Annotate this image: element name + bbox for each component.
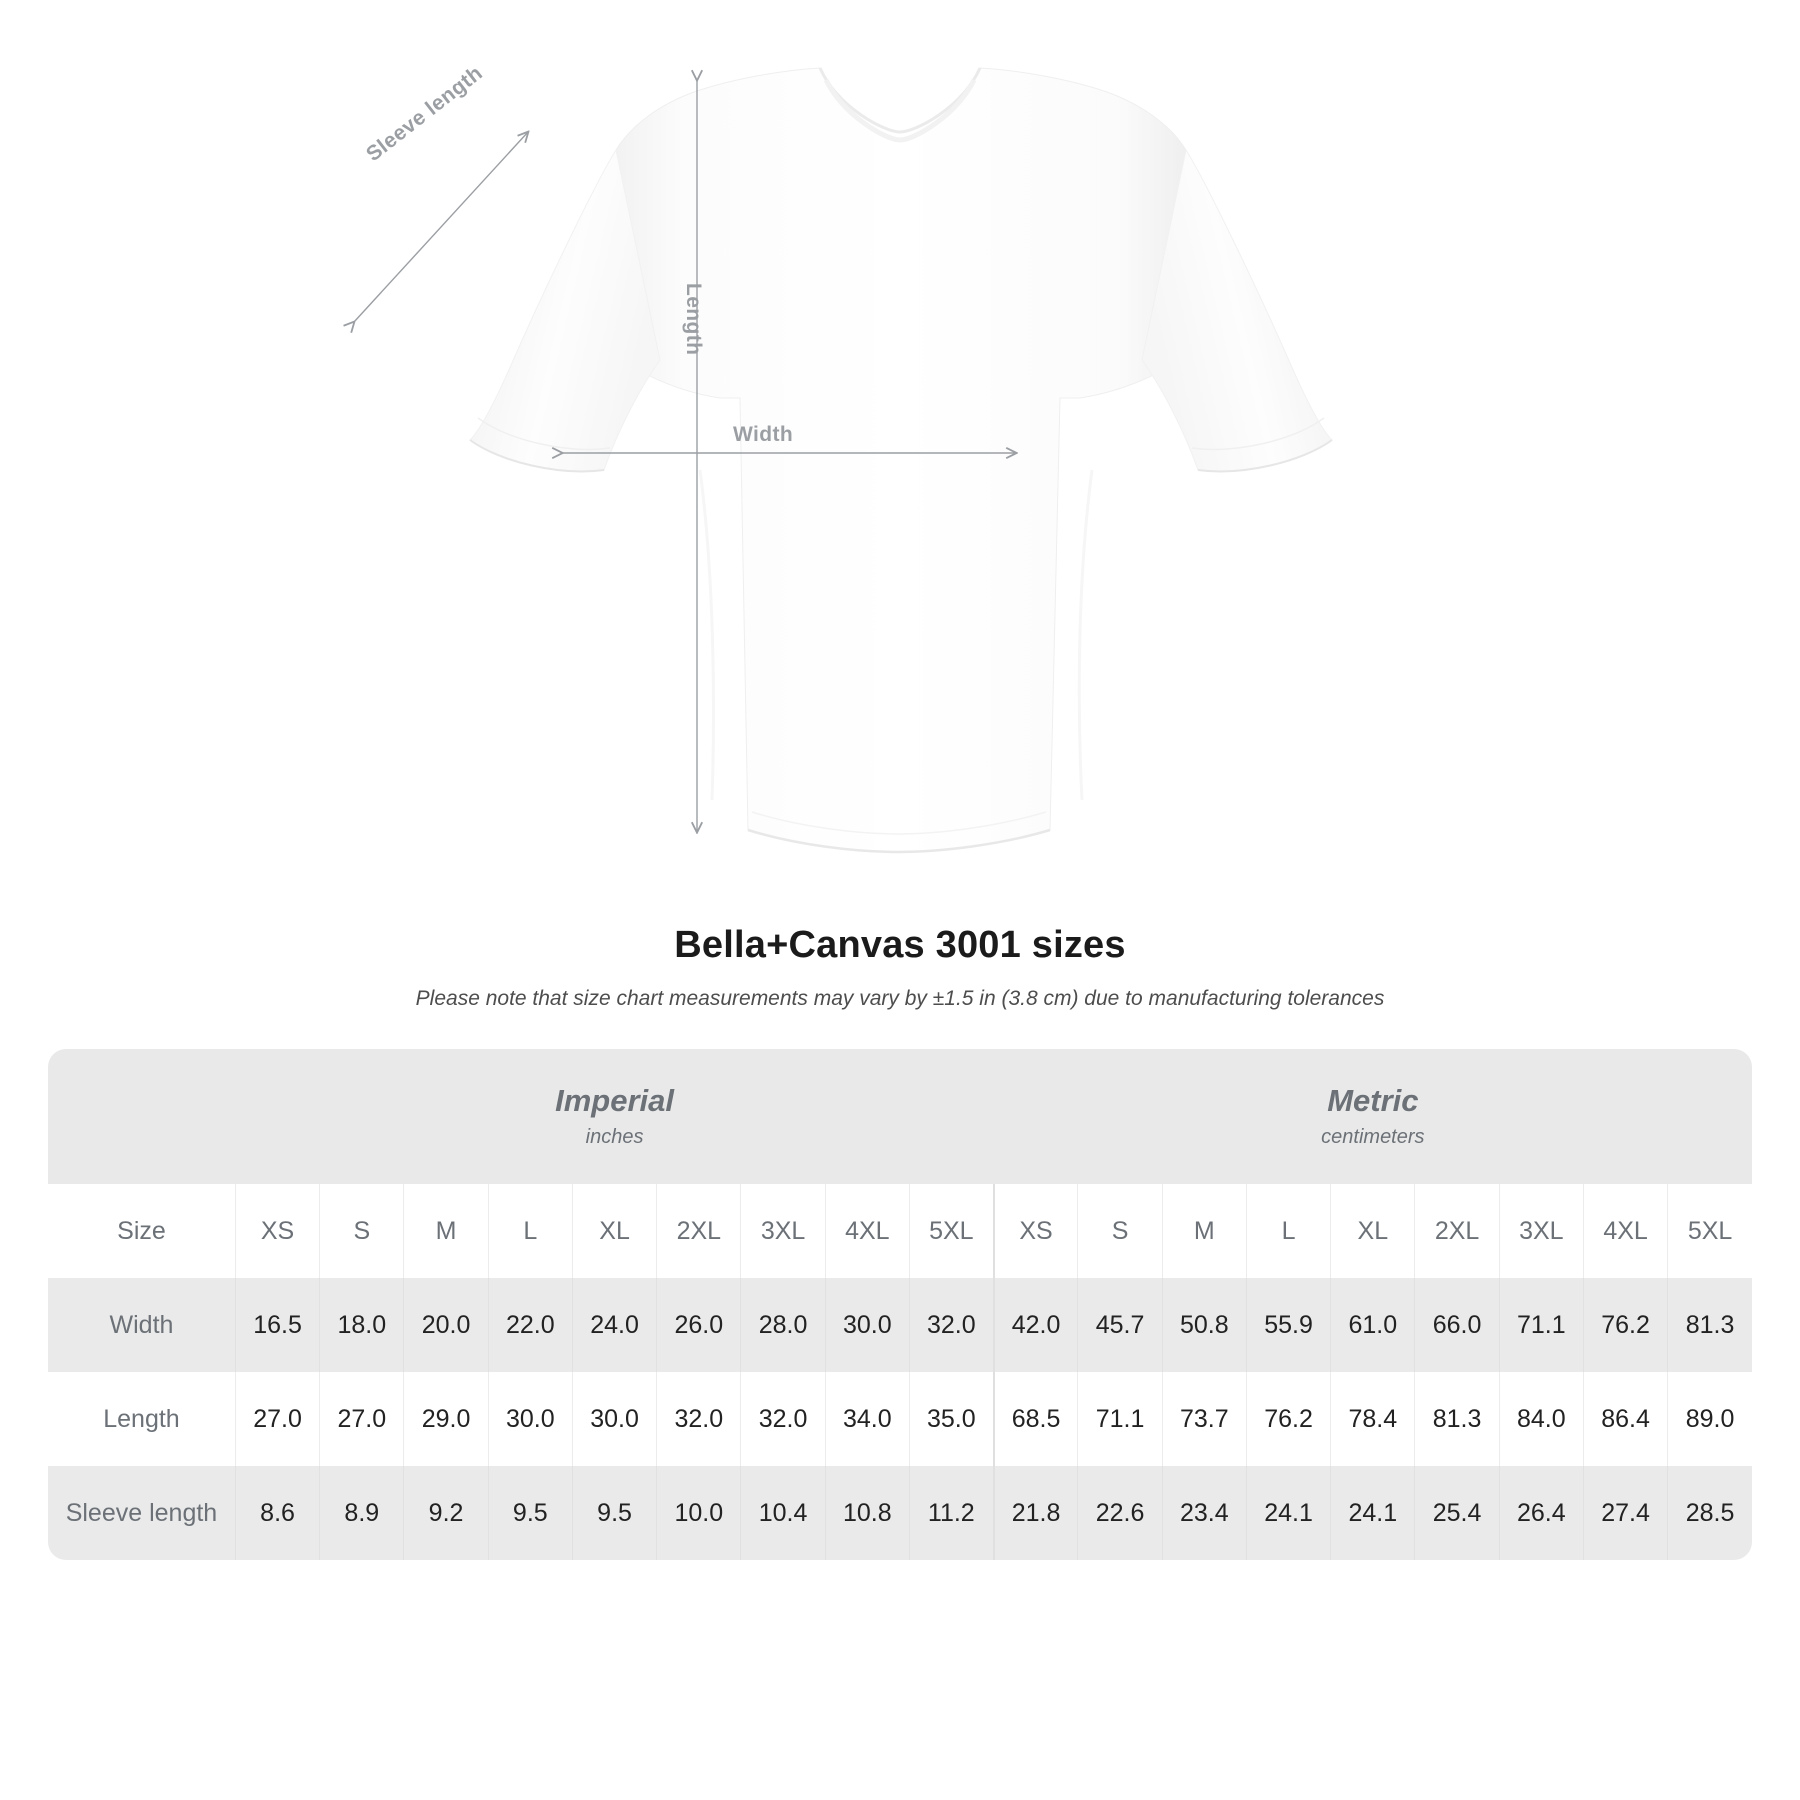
sleeve-dimension-line bbox=[354, 132, 528, 322]
cell-imperial-length-xl: 30.0 bbox=[571, 1372, 657, 1466]
unit-subtitle: centimeters bbox=[1321, 1125, 1425, 1148]
cell-metric-width-xl: 61.0 bbox=[1330, 1278, 1415, 1372]
size-header-imperial-3xl: 3XL bbox=[740, 1184, 826, 1278]
width-label: Width bbox=[733, 423, 794, 446]
unit-banner-row: Imperial inches Metric centimeters bbox=[48, 1049, 1752, 1184]
cell-metric-sleeve-length-xs: 21.8 bbox=[992, 1466, 1078, 1560]
cell-metric-sleeve-length-xl: 24.1 bbox=[1330, 1466, 1415, 1560]
cell-metric-width-xs: 42.0 bbox=[992, 1278, 1078, 1372]
size-column-header: Size bbox=[48, 1184, 236, 1278]
cell-metric-length-xs: 68.5 bbox=[992, 1372, 1078, 1466]
cell-imperial-width-4xl: 30.0 bbox=[824, 1278, 910, 1372]
table-row: Width 16.5 18.0 20.0 22.0 24.0 26.0 28.0 30.0 32.… bbox=[48, 1278, 1752, 1372]
cell-metric-sleeve-length-m: 23.4 bbox=[1161, 1466, 1247, 1560]
cell-metric-length-3xl: 84.0 bbox=[1498, 1372, 1584, 1466]
cell-imperial-sleeve-length-2xl: 10.0 bbox=[656, 1466, 741, 1560]
tshirt-illustration bbox=[0, 67, 1333, 854]
cell-metric-length-4xl: 86.4 bbox=[1582, 1372, 1668, 1466]
cell-metric-width-2xl: 66.0 bbox=[1414, 1278, 1500, 1372]
cell-metric-length-5xl: 89.0 bbox=[1667, 1372, 1752, 1466]
cell-metric-length-m: 73.7 bbox=[1161, 1372, 1247, 1466]
size-header-metric-xl: XL bbox=[1330, 1184, 1415, 1278]
cell-metric-sleeve-length-2xl: 25.4 bbox=[1414, 1466, 1500, 1560]
cell-imperial-length-2xl: 32.0 bbox=[656, 1372, 741, 1466]
row-header-sleeve-length: Sleeve length bbox=[48, 1466, 236, 1560]
cell-metric-width-m: 50.8 bbox=[1161, 1278, 1247, 1372]
size-header-imperial-m: M bbox=[403, 1184, 489, 1278]
cell-imperial-sleeve-length-l: 9.5 bbox=[487, 1466, 573, 1560]
cell-imperial-length-l: 30.0 bbox=[487, 1372, 573, 1466]
cell-imperial-width-3xl: 28.0 bbox=[740, 1278, 826, 1372]
cell-metric-width-l: 55.9 bbox=[1245, 1278, 1331, 1372]
cell-imperial-sleeve-length-s: 8.9 bbox=[319, 1466, 404, 1560]
unit-name: Imperial bbox=[555, 1083, 674, 1119]
size-header-imperial-l: L bbox=[487, 1184, 573, 1278]
cell-imperial-width-m: 20.0 bbox=[403, 1278, 489, 1372]
tshirt-diagram: Sleeve length Length Width bbox=[0, 61, 1333, 854]
row-header-length: Length bbox=[48, 1372, 236, 1466]
size-header-metric-5xl: 5XL bbox=[1667, 1184, 1752, 1278]
cell-imperial-width-2xl: 26.0 bbox=[656, 1278, 741, 1372]
cell-metric-length-xl: 78.4 bbox=[1330, 1372, 1415, 1466]
cell-metric-sleeve-length-l: 24.1 bbox=[1245, 1466, 1331, 1560]
cell-imperial-sleeve-length-xs: 8.6 bbox=[234, 1466, 320, 1560]
cell-imperial-length-5xl: 35.0 bbox=[908, 1372, 994, 1466]
cell-imperial-length-xs: 27.0 bbox=[234, 1372, 320, 1466]
cell-imperial-width-s: 18.0 bbox=[319, 1278, 404, 1372]
page-title: Bella+Canvas 3001 sizes bbox=[674, 924, 1126, 966]
table-row: Sleeve length 8.6 8.9 9.2 9.5 9.5 10.0 10.4 10.8… bbox=[48, 1466, 1752, 1560]
table-row: Length 27.0 27.0 29.0 30.0 30.0 32.0 32.0 34.0 35… bbox=[48, 1372, 1752, 1466]
shirt-body-shape bbox=[469, 67, 1333, 854]
unit-banner-imperial: Imperial inches bbox=[235, 1049, 994, 1184]
cell-metric-length-2xl: 81.3 bbox=[1414, 1372, 1500, 1466]
size-header-metric-l: L bbox=[1245, 1184, 1331, 1278]
cell-metric-length-s: 71.1 bbox=[1077, 1372, 1163, 1466]
cell-imperial-sleeve-length-m: 9.2 bbox=[403, 1466, 489, 1560]
cell-metric-sleeve-length-5xl: 28.5 bbox=[1667, 1466, 1752, 1560]
size-header-metric-4xl: 4XL bbox=[1582, 1184, 1668, 1278]
unit-banner-metric: Metric centimeters bbox=[993, 1049, 1752, 1184]
size-table-container: Imperial inches Metric centimeters Size XS S M L… bbox=[48, 1049, 1752, 1560]
cell-metric-width-3xl: 71.1 bbox=[1498, 1278, 1584, 1372]
size-header-imperial-2xl: 2XL bbox=[656, 1184, 741, 1278]
unit-banner-spacer bbox=[48, 1049, 236, 1184]
tolerance-note: Please note that size chart measurements… bbox=[415, 987, 1385, 1010]
cell-metric-sleeve-length-4xl: 27.4 bbox=[1582, 1466, 1668, 1560]
cell-imperial-length-m: 29.0 bbox=[403, 1372, 489, 1466]
cell-imperial-sleeve-length-xl: 9.5 bbox=[571, 1466, 657, 1560]
unit-name: Metric bbox=[1327, 1083, 1419, 1119]
cell-imperial-length-s: 27.0 bbox=[319, 1372, 404, 1466]
length-label: Length bbox=[682, 283, 705, 356]
cell-imperial-sleeve-length-3xl: 10.4 bbox=[740, 1466, 826, 1560]
cell-metric-width-4xl: 76.2 bbox=[1582, 1278, 1668, 1372]
cell-imperial-width-xs: 16.5 bbox=[234, 1278, 320, 1372]
cell-imperial-width-xl: 24.0 bbox=[571, 1278, 657, 1372]
size-header-imperial-5xl: 5XL bbox=[908, 1184, 994, 1278]
unit-subtitle: inches bbox=[585, 1125, 644, 1148]
size-header-imperial-xs: XS bbox=[234, 1184, 320, 1278]
cell-metric-sleeve-length-3xl: 26.4 bbox=[1498, 1466, 1584, 1560]
cell-imperial-length-4xl: 34.0 bbox=[824, 1372, 910, 1466]
cell-imperial-width-l: 22.0 bbox=[487, 1278, 573, 1372]
size-table: Imperial inches Metric centimeters Size XS S M L… bbox=[48, 1049, 1752, 1560]
size-header-metric-3xl: 3XL bbox=[1498, 1184, 1584, 1278]
size-header-row: Size XS S M L XL 2XL 3XL 4XL 5XL XS S M L XL 2XL 3XL 4XL 5… bbox=[48, 1184, 1752, 1278]
cell-metric-width-s: 45.7 bbox=[1077, 1278, 1163, 1372]
size-header-metric-2xl: 2XL bbox=[1414, 1184, 1500, 1278]
cell-imperial-width-5xl: 32.0 bbox=[908, 1278, 994, 1372]
cell-metric-length-l: 76.2 bbox=[1245, 1372, 1331, 1466]
size-header-imperial-s: S bbox=[319, 1184, 404, 1278]
size-header-metric-xs: XS bbox=[992, 1184, 1078, 1278]
cell-imperial-sleeve-length-5xl: 11.2 bbox=[908, 1466, 994, 1560]
cell-imperial-length-3xl: 32.0 bbox=[740, 1372, 826, 1466]
row-header-width: Width bbox=[48, 1278, 236, 1372]
size-header-metric-m: M bbox=[1161, 1184, 1247, 1278]
size-header-metric-s: S bbox=[1077, 1184, 1163, 1278]
cell-metric-sleeve-length-s: 22.6 bbox=[1077, 1466, 1163, 1560]
cell-imperial-sleeve-length-4xl: 10.8 bbox=[824, 1466, 910, 1560]
size-header-imperial-4xl: 4XL bbox=[824, 1184, 910, 1278]
size-header-imperial-xl: XL bbox=[571, 1184, 657, 1278]
cell-metric-width-5xl: 81.3 bbox=[1667, 1278, 1752, 1372]
